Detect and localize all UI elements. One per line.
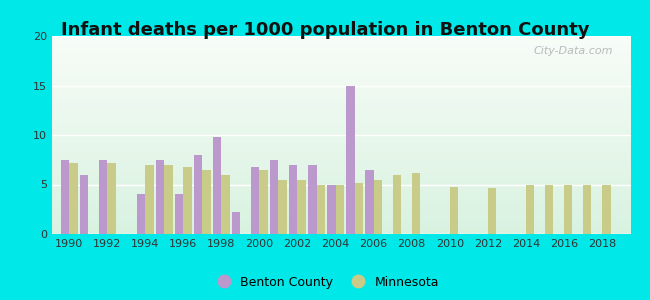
Bar [164,165,173,234]
Bar [545,184,553,234]
Bar [69,163,78,234]
Bar [526,184,534,234]
Bar [564,184,573,234]
Bar [298,179,306,234]
Bar [156,160,164,234]
Bar [79,175,88,234]
Bar [354,182,363,234]
Bar [194,155,202,234]
Bar [365,170,374,234]
Bar [251,167,259,234]
Bar [222,175,230,234]
Bar [107,163,116,234]
Bar [232,212,240,234]
Bar [289,165,298,234]
Bar [393,175,401,234]
Bar [583,184,592,234]
Bar [308,165,317,234]
Legend: Benton County, Minnesota: Benton County, Minnesota [206,271,444,294]
Bar [488,188,497,234]
Bar [136,194,145,234]
Bar [278,179,287,234]
Bar [175,194,183,234]
Bar [145,165,154,234]
Bar [317,184,325,234]
Bar [213,137,222,234]
Text: Infant deaths per 1000 population in Benton County: Infant deaths per 1000 population in Ben… [60,21,590,39]
Bar [335,184,344,234]
Bar [450,188,458,234]
Bar [374,179,382,234]
Bar [346,85,354,234]
Bar [183,167,192,234]
Bar [411,172,420,234]
Bar [259,170,268,234]
Bar [327,184,335,234]
Bar [270,160,278,234]
Bar [99,160,107,234]
Bar [602,184,610,234]
Bar [60,160,69,234]
Bar [202,170,211,234]
Text: City-Data.com: City-Data.com [534,46,613,56]
